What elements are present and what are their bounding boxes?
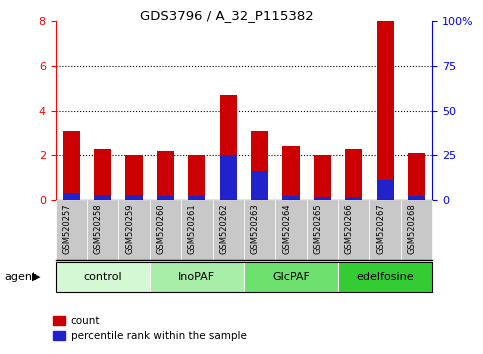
Bar — [251, 131, 268, 200]
Text: edelfosine: edelfosine — [356, 272, 414, 282]
Bar — [314, 197, 331, 200]
Bar — [157, 196, 174, 200]
Bar — [251, 171, 268, 200]
Text: GSM520264: GSM520264 — [282, 203, 291, 254]
Bar — [94, 195, 111, 200]
Bar — [283, 195, 299, 200]
Text: control: control — [84, 272, 122, 282]
Text: GSM520260: GSM520260 — [156, 203, 165, 254]
Text: GSM520262: GSM520262 — [219, 203, 228, 254]
Bar — [377, 21, 394, 200]
Bar — [377, 180, 394, 200]
Text: GSM520263: GSM520263 — [251, 203, 260, 254]
Bar — [157, 151, 174, 200]
Text: ▶: ▶ — [32, 272, 41, 282]
Text: GSM520267: GSM520267 — [376, 203, 385, 254]
Bar — [63, 193, 80, 200]
Bar — [63, 131, 80, 200]
Bar — [408, 195, 425, 200]
Text: GSM520258: GSM520258 — [94, 203, 103, 254]
Bar — [345, 197, 362, 200]
Bar — [126, 195, 142, 200]
Bar — [188, 155, 205, 200]
Text: GSM520259: GSM520259 — [125, 203, 134, 253]
Bar — [220, 155, 237, 200]
Bar — [283, 147, 299, 200]
Bar — [188, 196, 205, 200]
Text: GSM520261: GSM520261 — [188, 203, 197, 254]
Legend: count, percentile rank within the sample: count, percentile rank within the sample — [49, 312, 251, 345]
Bar — [94, 149, 111, 200]
Bar — [345, 149, 362, 200]
Text: GDS3796 / A_32_P115382: GDS3796 / A_32_P115382 — [140, 9, 314, 22]
Bar — [408, 153, 425, 200]
Bar — [314, 155, 331, 200]
Text: GSM520265: GSM520265 — [313, 203, 323, 254]
Text: InoPAF: InoPAF — [178, 272, 215, 282]
Text: GSM520257: GSM520257 — [62, 203, 71, 254]
Text: agent: agent — [5, 272, 37, 282]
Text: GSM520268: GSM520268 — [408, 203, 417, 254]
Bar — [220, 95, 237, 200]
Text: GSM520266: GSM520266 — [345, 203, 354, 254]
Bar — [126, 155, 142, 200]
Text: GlcPAF: GlcPAF — [272, 272, 310, 282]
